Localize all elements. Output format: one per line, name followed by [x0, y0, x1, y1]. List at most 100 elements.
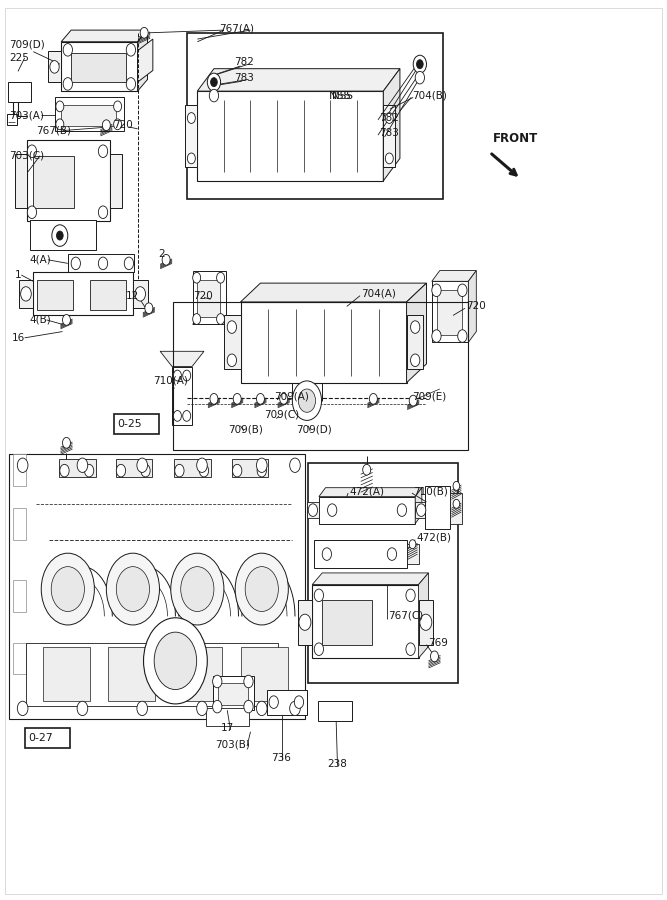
Circle shape — [106, 554, 159, 625]
Polygon shape — [384, 104, 396, 167]
Text: 703(B): 703(B) — [215, 739, 250, 750]
Bar — [114, 414, 159, 434]
Circle shape — [187, 153, 195, 164]
Text: 767(C): 767(C) — [388, 611, 424, 621]
Text: 720: 720 — [466, 302, 486, 311]
Bar — [241, 302, 407, 382]
Text: 4(A): 4(A) — [29, 255, 51, 265]
Bar — [432, 282, 468, 342]
Circle shape — [420, 614, 432, 630]
Circle shape — [98, 206, 107, 219]
Text: 704(A): 704(A) — [362, 289, 396, 299]
Bar — [55, 97, 124, 131]
Polygon shape — [185, 104, 197, 167]
Polygon shape — [407, 544, 418, 564]
Circle shape — [116, 567, 149, 611]
Circle shape — [193, 273, 201, 284]
Text: 16: 16 — [11, 333, 25, 343]
Bar — [13, 643, 26, 674]
Text: 710(A): 710(A) — [153, 376, 187, 386]
Text: FRONT: FRONT — [493, 132, 538, 145]
Text: 709(C): 709(C) — [264, 410, 299, 419]
Polygon shape — [19, 280, 33, 308]
Circle shape — [140, 27, 148, 38]
Circle shape — [197, 458, 207, 473]
Circle shape — [63, 437, 71, 448]
Circle shape — [126, 43, 135, 56]
Bar — [241, 647, 288, 701]
Text: 710(B): 710(B) — [414, 486, 448, 496]
Circle shape — [209, 89, 219, 102]
Bar — [173, 302, 468, 450]
Circle shape — [211, 77, 217, 86]
Circle shape — [173, 370, 181, 381]
Text: 704(B): 704(B) — [412, 91, 447, 101]
Circle shape — [432, 284, 441, 297]
Circle shape — [17, 701, 28, 716]
Bar — [7, 114, 17, 125]
Text: 783: 783 — [379, 129, 399, 139]
Bar — [322, 599, 372, 644]
Circle shape — [235, 554, 288, 625]
Circle shape — [21, 287, 31, 302]
Text: 782: 782 — [234, 58, 253, 68]
Polygon shape — [407, 315, 423, 369]
Text: 472(B): 472(B) — [416, 533, 452, 543]
Polygon shape — [48, 50, 61, 82]
Bar — [71, 53, 125, 82]
Circle shape — [227, 320, 237, 333]
Circle shape — [388, 548, 397, 561]
Circle shape — [257, 464, 266, 477]
Circle shape — [256, 458, 267, 473]
Circle shape — [269, 696, 278, 708]
Polygon shape — [197, 68, 400, 91]
Text: 703(C): 703(C) — [9, 150, 45, 161]
Bar — [174, 647, 222, 701]
Text: NSS: NSS — [332, 91, 353, 101]
Polygon shape — [450, 493, 462, 525]
Polygon shape — [133, 280, 147, 308]
Text: 0-25: 0-25 — [117, 419, 142, 429]
Circle shape — [145, 303, 153, 313]
Circle shape — [63, 77, 73, 90]
Text: 4(B): 4(B) — [29, 315, 51, 325]
Circle shape — [213, 675, 222, 688]
Circle shape — [137, 458, 147, 473]
Bar — [37, 280, 73, 310]
Polygon shape — [415, 502, 427, 518]
Circle shape — [199, 464, 209, 477]
Bar — [317, 701, 352, 721]
Bar — [115, 459, 152, 477]
Circle shape — [187, 112, 195, 123]
Bar — [232, 459, 268, 477]
Circle shape — [327, 504, 337, 517]
Circle shape — [63, 314, 71, 325]
Circle shape — [415, 71, 424, 84]
Circle shape — [410, 395, 417, 406]
Circle shape — [126, 77, 135, 90]
Polygon shape — [407, 284, 426, 382]
Text: 225: 225 — [9, 53, 29, 63]
Bar — [13, 580, 26, 611]
Circle shape — [197, 701, 207, 716]
Circle shape — [430, 651, 438, 661]
Polygon shape — [432, 271, 476, 282]
Circle shape — [406, 590, 415, 601]
Circle shape — [183, 370, 191, 381]
Circle shape — [171, 554, 224, 625]
Circle shape — [308, 504, 317, 517]
Bar — [308, 464, 458, 683]
Text: 769: 769 — [428, 638, 448, 648]
Circle shape — [363, 464, 371, 475]
Text: 703(A): 703(A) — [9, 111, 44, 121]
Text: 709(A): 709(A) — [273, 392, 309, 401]
Polygon shape — [415, 488, 422, 524]
Text: 17: 17 — [221, 723, 234, 734]
Polygon shape — [61, 30, 147, 41]
Polygon shape — [137, 30, 147, 91]
Bar — [33, 273, 133, 315]
Circle shape — [141, 464, 150, 477]
Circle shape — [256, 701, 267, 716]
Bar — [172, 366, 192, 425]
Circle shape — [411, 320, 420, 333]
